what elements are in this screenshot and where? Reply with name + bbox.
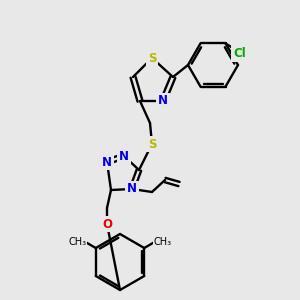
Text: N: N xyxy=(119,149,129,163)
Text: Cl: Cl xyxy=(233,47,246,60)
Text: S: S xyxy=(148,52,156,64)
Text: S: S xyxy=(148,137,156,151)
Text: CH₃: CH₃ xyxy=(154,237,172,247)
Text: O: O xyxy=(102,218,112,230)
Text: N: N xyxy=(127,182,137,196)
Text: N: N xyxy=(102,155,112,169)
Text: CH₃: CH₃ xyxy=(68,237,86,247)
Text: N: N xyxy=(158,94,168,107)
